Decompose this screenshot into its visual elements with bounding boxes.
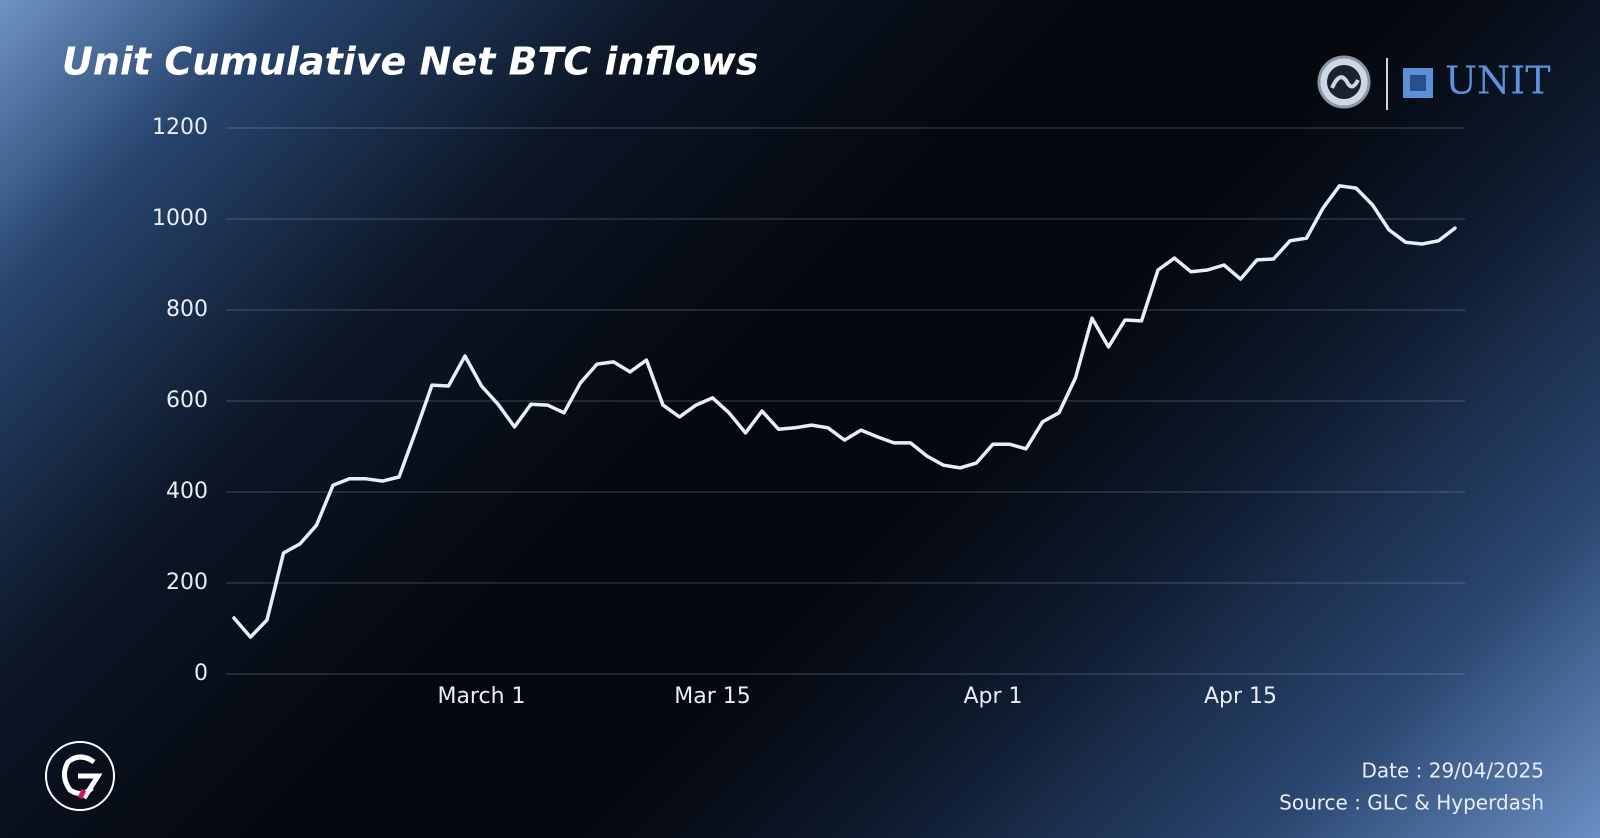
x-tick-label: March 1 [437,684,525,709]
x-tick-label: Mar 15 [674,684,751,709]
y-tick-label: 0 [194,661,208,686]
x-tick-label: Apr 1 [963,684,1022,709]
brand-name: UNIT [1445,59,1551,103]
y-tick-label: 200 [166,570,208,595]
x-tick-label: Apr 15 [1204,684,1277,709]
y-tick-label: 1000 [152,206,208,231]
data-line [232,184,1457,639]
partner-logo [1317,55,1433,110]
y-tick-label: 1200 [152,115,208,140]
y-tick-label: 600 [166,388,208,413]
source-note: Source : GLC & Hyperdash [1279,791,1544,815]
y-tick-label: 800 [166,297,208,322]
y-tick-label: 400 [166,479,208,504]
chart-title: Unit Cumulative Net BTC inflows [62,40,758,84]
glc-logo [45,741,115,811]
date-note: Date : 29/04/2025 [1361,759,1544,783]
